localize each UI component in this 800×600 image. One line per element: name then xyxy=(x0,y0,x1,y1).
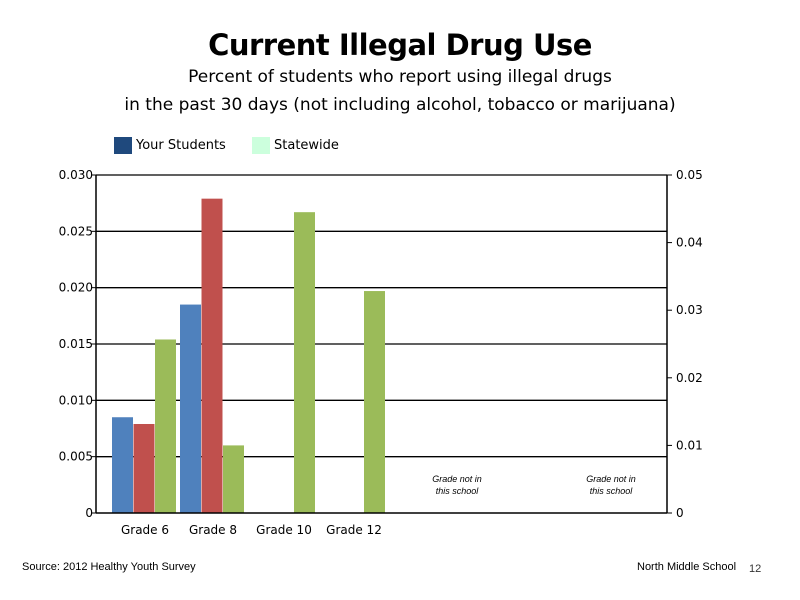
category-label: Grade 6 xyxy=(121,523,169,537)
bar xyxy=(294,212,315,513)
chart-subtitle-line-1: Percent of students who report using ill… xyxy=(188,67,612,87)
chart-subtitle-line-2: in the past 30 days (not including alcoh… xyxy=(124,95,676,115)
annotation-text: this school xyxy=(590,486,634,496)
source-note: Source: 2012 Healthy Youth Survey xyxy=(22,561,196,573)
school-name: North Middle School xyxy=(637,561,737,573)
chart-title: Current Illegal Drug Use xyxy=(208,28,592,62)
annotation-text: Grade not in xyxy=(432,474,482,484)
legend-label-statewide: Statewide xyxy=(274,138,339,153)
left-axis-tick-label: 0 xyxy=(85,506,93,520)
left-axis-tick-label: 0.020 xyxy=(59,281,93,295)
bar xyxy=(201,198,223,513)
bar xyxy=(155,339,176,513)
legend-swatch-your-students xyxy=(114,137,132,154)
right-axis-tick-label: 0.03 xyxy=(676,303,703,317)
category-label: Grade 8 xyxy=(189,523,237,537)
bar xyxy=(364,291,385,513)
left-axis-tick-label: 0.015 xyxy=(59,337,93,351)
left-axis-tick-label: 0.005 xyxy=(59,450,93,464)
bar xyxy=(223,445,244,513)
right-axis-tick-label: 0.01 xyxy=(676,438,703,452)
left-axis-tick-label: 0.010 xyxy=(59,393,93,407)
annotation-text: Grade not in xyxy=(586,474,636,484)
left-axis-tick-label: 0.025 xyxy=(59,224,93,238)
bar xyxy=(133,423,155,513)
right-axis-tick-label: 0.04 xyxy=(676,236,703,250)
right-axis-tick-label: 0.05 xyxy=(676,168,703,182)
right-axis-tick-label: 0.02 xyxy=(676,371,703,385)
annotation-text: this school xyxy=(436,486,480,496)
category-label: Grade 12 xyxy=(326,523,382,537)
legend-swatch-statewide xyxy=(252,137,270,154)
category-label: Grade 10 xyxy=(256,523,312,537)
right-axis-tick-label: 0 xyxy=(676,506,684,520)
page-number: 12 xyxy=(749,563,762,575)
left-axis-tick-label: 0.030 xyxy=(59,168,93,182)
bar xyxy=(112,417,133,513)
bar xyxy=(180,304,201,513)
legend-label-your-students: Your Students xyxy=(136,138,226,153)
